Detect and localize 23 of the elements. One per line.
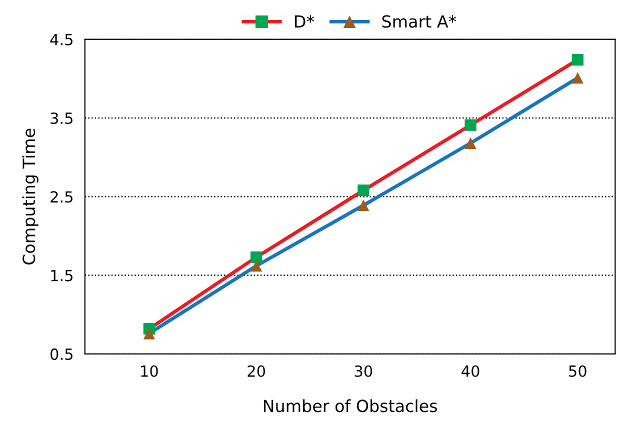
point — [572, 72, 584, 84]
x-tick-label: 50 — [569, 365, 586, 377]
point — [464, 137, 476, 149]
x-tick-label: 20 — [248, 365, 266, 377]
x-tick-label: 10 — [141, 365, 158, 377]
y-axis-title: Computing Time — [22, 128, 38, 265]
x-axis-title: Number of Obstacles — [264, 399, 437, 412]
point — [358, 199, 370, 212]
point — [358, 184, 370, 196]
point — [143, 328, 155, 340]
y-tick-label: 3.5 — [50, 112, 72, 124]
legend-label: D* — [295, 15, 314, 28]
y-tick-label: 1.5 — [51, 270, 72, 282]
y-tick-label: 0.5 — [50, 348, 72, 360]
y-tick-label: 4.5 — [50, 34, 72, 46]
point — [464, 119, 476, 131]
legend-label: Smart A* — [382, 15, 456, 28]
x-tick-label: 40 — [462, 365, 480, 377]
point — [250, 260, 262, 272]
point — [572, 54, 584, 66]
y-tick-label: 2.5 — [50, 191, 72, 203]
point — [250, 251, 262, 264]
x-tick-label: 30 — [354, 365, 372, 377]
